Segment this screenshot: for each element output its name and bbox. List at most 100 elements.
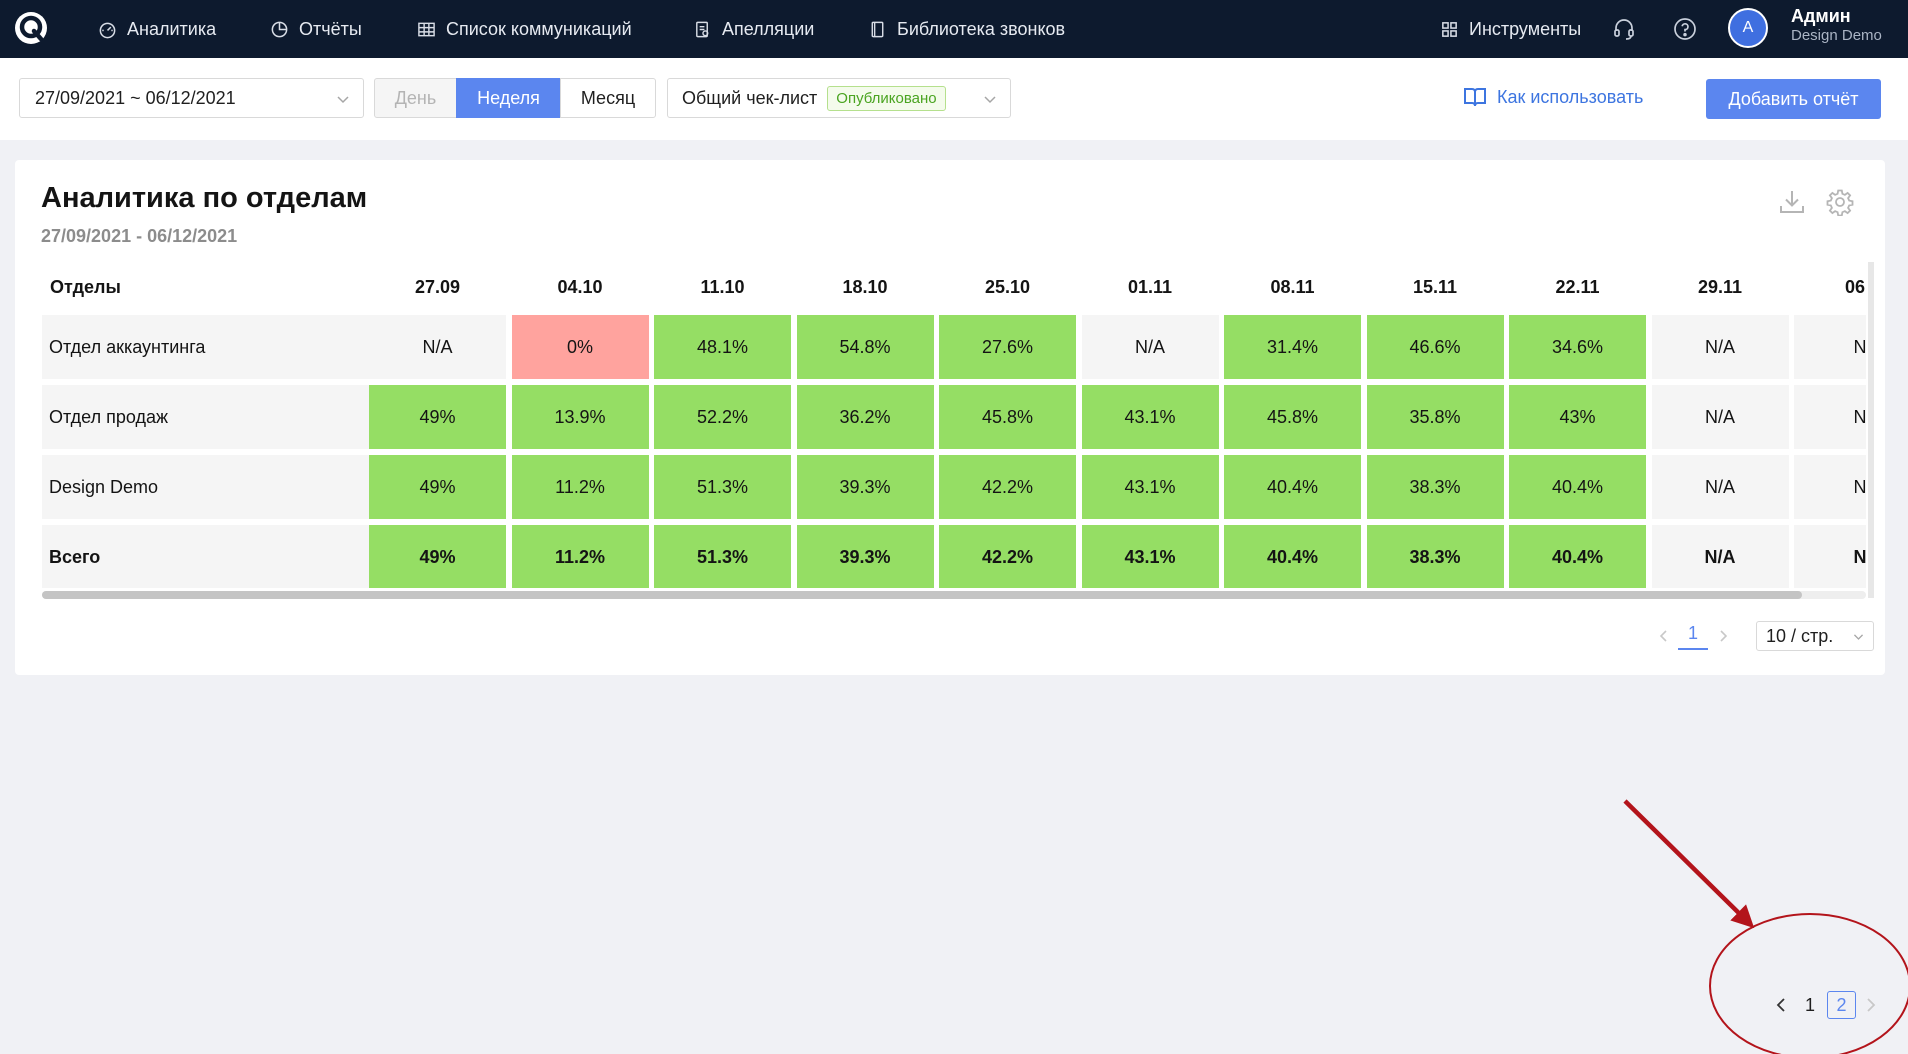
score-cell: N/: [1794, 455, 1866, 519]
department-row-label: Design Demo: [42, 455, 390, 519]
prev-page-icon[interactable]: [1772, 996, 1790, 1014]
score-cell: 35.8%: [1366, 385, 1504, 449]
score-cell: 54.8%: [796, 315, 934, 379]
vertical-scrollbar[interactable]: [1868, 262, 1874, 598]
column-header-week: 01.11: [1127, 276, 1173, 297]
page-size-select[interactable]: 10 / стр.: [1756, 621, 1874, 651]
score-cell: N/A: [1651, 385, 1789, 449]
column-header-week: 25.10: [984, 276, 1031, 297]
headset-support-icon[interactable]: [1612, 17, 1636, 41]
score-cell: N/: [1794, 525, 1866, 588]
score-cell: 39.3%: [796, 455, 934, 519]
score-cell: 40.4%: [1509, 455, 1646, 519]
page-2-current[interactable]: 2: [1827, 991, 1856, 1019]
score-cell: 52.2%: [654, 385, 791, 449]
score-cell: 36.2%: [796, 385, 934, 449]
page-1[interactable]: 1: [1804, 994, 1815, 1015]
gear-icon[interactable]: [1826, 188, 1854, 216]
book-icon: [871, 21, 884, 37]
date-range-picker[interactable]: 27/09/2021 ~ 06/12/2021: [19, 78, 364, 118]
table-icon: [418, 22, 435, 36]
score-cell: 43.1%: [1081, 455, 1219, 519]
column-header-week: 18.10: [842, 276, 888, 297]
score-cell: 38.3%: [1366, 525, 1504, 588]
score-cell: 51.3%: [654, 455, 791, 519]
nav-item-analytics[interactable]: Аналитика: [98, 0, 216, 58]
nav-item-label: Список коммуникаций: [446, 18, 632, 39]
column-header-week: 08.11: [1270, 276, 1315, 297]
next-page-icon[interactable]: [1862, 996, 1880, 1014]
nav-item-label: Отчёты: [299, 18, 362, 39]
annotation-arrow: [1623, 799, 1755, 929]
period-month-button[interactable]: Месяц: [560, 78, 656, 118]
analytics-table: Отделы 27.09 04.10 11.10 18.10 25.10 01.11 08.…: [40, 262, 1866, 588]
nav-item-appeals[interactable]: Апелляции: [693, 0, 814, 58]
table-page-1[interactable]: 1: [1678, 623, 1708, 650]
date-range-value: 27/09/2021 ~ 06/12/2021: [35, 87, 236, 108]
nav-item-label: Библиотека звонков: [897, 18, 1066, 39]
download-icon[interactable]: [1778, 188, 1806, 216]
score-cell: 49%: [369, 385, 506, 449]
how-to-use-link[interactable]: Как использовать: [1463, 86, 1643, 108]
column-header-departments: Отделы: [50, 276, 121, 297]
score-cell: 49%: [369, 525, 506, 588]
score-cell: N/A: [1651, 525, 1789, 588]
score-cell: N/A: [1651, 455, 1789, 519]
score-cell: 48.1%: [654, 315, 791, 379]
score-cell: 43.1%: [1081, 525, 1219, 588]
score-cell: 38.3%: [1366, 455, 1504, 519]
avatar[interactable]: A: [1728, 8, 1768, 48]
department-row-label: Всего: [42, 525, 390, 588]
column-header-week: 29.11: [1697, 276, 1743, 297]
score-cell: 27.6%: [939, 315, 1076, 379]
column-header-week: 15.11: [1412, 276, 1458, 297]
column-header-week: 04.10: [557, 276, 603, 297]
horizontal-scrollbar[interactable]: [42, 591, 1802, 599]
chevron-down-icon: [337, 96, 349, 104]
score-cell: 43.1%: [1081, 385, 1219, 449]
column-header-week: 27.09: [414, 276, 461, 297]
app-logo-icon[interactable]: [14, 11, 48, 45]
score-cell: 0%: [511, 315, 649, 379]
department-row-label: Отдел продаж: [42, 385, 390, 449]
page-size-value: 10 / стр.: [1766, 625, 1834, 646]
help-question-icon[interactable]: [1673, 17, 1697, 41]
score-cell: 42.2%: [939, 525, 1076, 588]
score-cell: 51.3%: [654, 525, 791, 588]
table-prev-page-icon[interactable]: [1656, 628, 1672, 644]
period-week-button[interactable]: Неделя: [456, 78, 561, 118]
nav-item-communications[interactable]: Список коммуникаций: [417, 0, 632, 58]
period-day-button[interactable]: День: [374, 78, 457, 118]
score-cell: 46.6%: [1366, 315, 1504, 379]
department-row-label: Отдел аккаунтинга: [42, 315, 390, 379]
score-cell: 31.4%: [1224, 315, 1361, 379]
nav-item-reports[interactable]: Отчёты: [270, 0, 362, 58]
score-cell: 45.8%: [939, 385, 1076, 449]
checklist-label: Общий чек-лист: [682, 87, 818, 108]
user-name: Админ: [1791, 6, 1851, 26]
score-cell: N/: [1794, 385, 1866, 449]
tools-menu[interactable]: Инструменты: [1440, 0, 1581, 58]
score-cell: N/A: [1651, 315, 1789, 379]
score-cell: 34.6%: [1509, 315, 1646, 379]
score-cell: 40.4%: [1509, 525, 1646, 588]
score-cell: 49%: [369, 455, 506, 519]
score-cell: 43%: [1509, 385, 1646, 449]
column-header-week: 22.11: [1555, 276, 1600, 297]
nav-item-call-library[interactable]: Библиотека звонков: [868, 0, 1065, 58]
appeal-document-icon: [696, 21, 709, 37]
filters-toolbar: 27/09/2021 ~ 06/12/2021 День Неделя Меся…: [0, 58, 1908, 140]
score-cell: 40.4%: [1224, 455, 1361, 519]
page-title: Аналитика по отделам: [41, 182, 368, 214]
score-cell: N/A: [1081, 315, 1219, 379]
table-next-page-icon[interactable]: [1715, 628, 1731, 644]
add-report-button[interactable]: Добавить отчёт: [1706, 79, 1881, 119]
score-cell: N/A: [369, 315, 506, 379]
column-header-week: 06.1: [1844, 276, 1866, 297]
checklist-select[interactable]: Общий чек-лист Опубликовано: [667, 78, 1011, 118]
open-book-icon: [1464, 88, 1486, 107]
how-to-use-label: Как использовать: [1497, 86, 1644, 107]
status-badge: Опубликовано: [827, 85, 946, 111]
pie-chart-icon: [271, 21, 288, 37]
score-cell: N/: [1794, 315, 1866, 379]
